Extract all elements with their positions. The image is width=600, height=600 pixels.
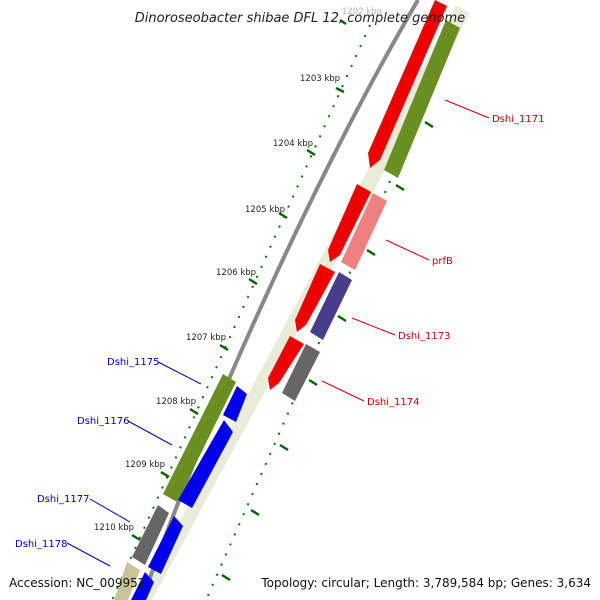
cds-dshi-1178-tan[interactable] xyxy=(114,562,140,600)
tick-label-1209: 1209 kbp xyxy=(125,460,165,470)
tick-marks xyxy=(131,18,434,582)
gene-label-dshi-1178[interactable]: Dshi_1178 xyxy=(15,539,67,550)
tick-label-1205: 1205 kbp xyxy=(245,205,285,215)
cds-dshi-1177-blue[interactable] xyxy=(148,516,183,574)
leader-lines-reverse xyxy=(66,361,202,567)
tick-label-1204: 1204 kbp xyxy=(273,139,313,149)
cds-dshi-1177-gray[interactable] xyxy=(132,505,169,565)
gene-label-dshi-1177[interactable]: Dshi_1177 xyxy=(37,494,89,505)
map-title: Dinoroseobacter shibae DFL 12, complete … xyxy=(135,11,465,26)
genome-backbone xyxy=(140,0,420,600)
cds-dshi-1175-olive[interactable] xyxy=(163,374,236,502)
accession-text: Accession: NC_009952 xyxy=(9,576,145,590)
gene-label-dshi-1171[interactable]: Dshi_1171 xyxy=(492,114,544,125)
tick-label-1208: 1208 kbp xyxy=(156,397,196,407)
cds-dshi-1176-blue[interactable] xyxy=(178,420,233,508)
cds-prfb-pink[interactable] xyxy=(341,193,387,270)
cds-dshi-1173-purple[interactable] xyxy=(310,272,352,340)
tick-label-1206: 1206 kbp xyxy=(216,268,256,278)
topology-text: Topology: circular; Length: 3,789,584 bp… xyxy=(260,576,591,590)
cds-dshi-1171-arrow[interactable] xyxy=(368,0,447,168)
cds-dshi-1174-arrow[interactable] xyxy=(268,336,304,390)
cds-dshi-1175-blue[interactable] xyxy=(223,386,247,422)
gene-label-dshi-1175[interactable]: Dshi_1175 xyxy=(107,357,159,368)
tick-label-1203: 1203 kbp xyxy=(300,74,340,84)
gene-label-dshi-1173[interactable]: Dshi_1173 xyxy=(398,331,450,342)
cds-prfb-arrow[interactable] xyxy=(328,184,371,262)
gene-label-dshi-1176[interactable]: Dshi_1176 xyxy=(77,416,129,427)
gene-label-dshi-1174[interactable]: Dshi_1174 xyxy=(367,397,419,408)
cds-dshi-1178-blue[interactable] xyxy=(131,572,154,600)
tick-label-1202: 1202 kbp xyxy=(342,7,382,17)
gene-label-prfb[interactable]: prfB xyxy=(432,256,453,267)
tick-label-1210: 1210 kbp xyxy=(94,523,134,533)
cds-dshi-1174-gray[interactable] xyxy=(282,344,320,401)
tick-label-1207: 1207 kbp xyxy=(186,333,226,343)
cds-olive-1[interactable] xyxy=(384,20,460,178)
leader-lines-forward xyxy=(321,99,490,402)
cds-dshi-1173-arrow[interactable] xyxy=(295,264,335,332)
